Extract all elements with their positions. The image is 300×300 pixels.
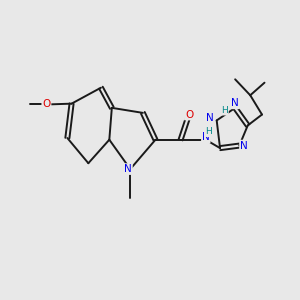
Text: H: H — [205, 127, 212, 136]
Text: N: N — [240, 141, 248, 151]
Text: N: N — [206, 113, 213, 123]
Text: O: O — [42, 100, 50, 110]
Text: N: N — [202, 133, 210, 142]
Text: N: N — [124, 164, 132, 174]
Text: O: O — [185, 110, 193, 120]
Text: N: N — [231, 98, 239, 108]
Text: H: H — [221, 106, 228, 115]
